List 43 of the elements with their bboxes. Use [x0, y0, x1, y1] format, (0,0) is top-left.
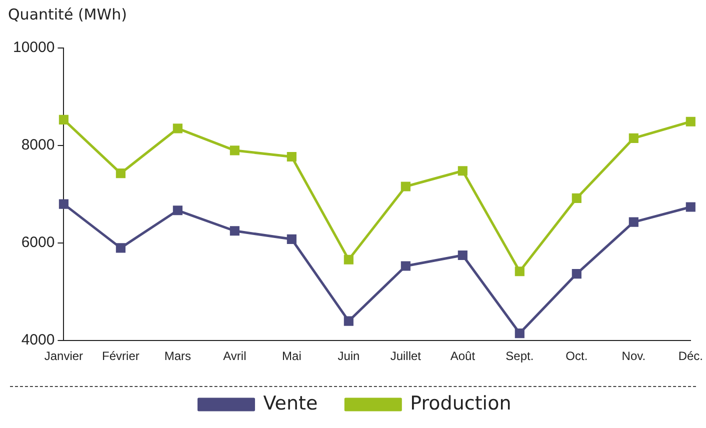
x-tick-label: Avril [223, 349, 246, 364]
point [686, 202, 696, 212]
point [230, 146, 240, 156]
point [172, 124, 182, 134]
point [400, 261, 410, 271]
x-tick-label: Juin [338, 349, 360, 364]
y-tick-label: 6000 [21, 234, 55, 252]
point [172, 206, 182, 216]
point [400, 182, 410, 192]
x-tick-label: Oct. [566, 349, 588, 364]
legend-label: Vente [263, 392, 318, 414]
y-axis-title: Quantité (MWh) [8, 5, 127, 24]
x-tick-label: Février [102, 349, 140, 364]
x-tick-label: Sept. [506, 349, 534, 364]
point [514, 266, 524, 276]
x-tick-label: Août [450, 349, 476, 364]
point [344, 316, 354, 326]
point [286, 152, 296, 162]
point [572, 193, 582, 203]
point [116, 243, 126, 253]
point [572, 269, 582, 279]
point [344, 254, 354, 264]
legend-label: Production [410, 392, 512, 414]
x-tick-label: Nov. [622, 349, 646, 364]
x-tick-label: Janvier [44, 349, 84, 364]
point [116, 168, 126, 178]
y-tick-label: 4000 [21, 332, 55, 349]
point [458, 250, 468, 260]
x-tick-label: Juillet [390, 349, 422, 364]
point [230, 226, 240, 236]
x-tick-label: Mars [164, 349, 192, 364]
point [58, 199, 68, 209]
point [58, 114, 68, 124]
point [628, 133, 638, 144]
point [458, 166, 468, 176]
point [686, 116, 696, 126]
x-tick-label: Mai [282, 349, 302, 364]
point [286, 234, 296, 244]
x-tick-label: Déc. [678, 349, 704, 364]
y-tick-label: 10000 [12, 39, 55, 56]
point [514, 328, 524, 338]
point [628, 217, 638, 227]
y-tick-label: 8000 [21, 136, 55, 154]
